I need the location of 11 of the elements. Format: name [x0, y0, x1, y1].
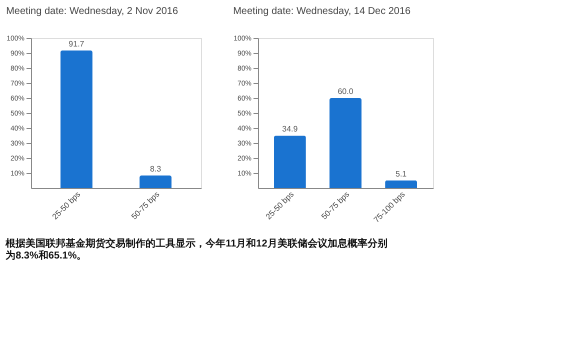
data-label: 8.3	[150, 164, 162, 174]
chart-title: Meeting date: Wednesday, 14 Dec 2016	[233, 6, 412, 17]
data-label: 34.9	[282, 124, 298, 134]
data-label: 91.7	[68, 39, 85, 48]
data-label: 60.0	[338, 87, 354, 96]
text: 根据美国联邦基金期货交易制作的工具显示，今年11月和12月美联储会议加息概率分别为8.3%和65.1%。	[4, 237, 388, 262]
bar	[274, 136, 306, 188]
bar	[330, 98, 362, 188]
data-label: 5.1	[395, 169, 408, 178]
bar	[385, 180, 418, 188]
chart-title: Meeting date: Wednesday, 2 Nov 2016	[6, 6, 178, 17]
